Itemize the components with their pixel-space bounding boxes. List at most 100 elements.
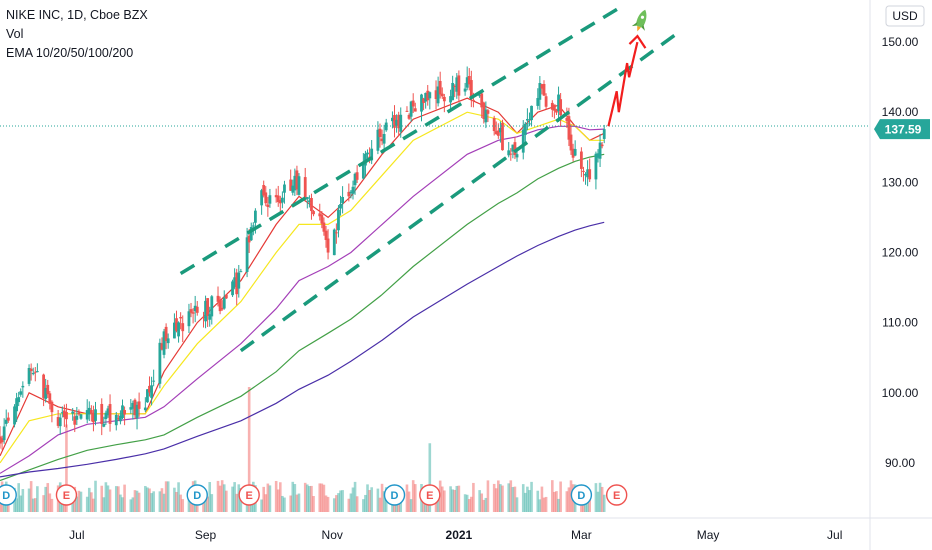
volume-bar — [378, 497, 382, 512]
candle-body — [92, 412, 95, 423]
currency-button[interactable] — [885, 5, 925, 27]
candle-body — [326, 238, 330, 253]
candle-body — [424, 92, 428, 102]
volume-bar — [85, 496, 89, 512]
volume-bar — [499, 484, 502, 512]
earnings-marker[interactable]: E — [238, 484, 260, 506]
volume-bar — [494, 488, 498, 512]
candle-body — [291, 185, 295, 193]
candle-body — [146, 389, 149, 403]
rocket-body — [636, 9, 647, 28]
projection-zigzag[interactable] — [607, 41, 639, 127]
volume-bar — [65, 424, 68, 512]
earnings-marker[interactable]: E — [605, 484, 628, 506]
candle-body — [276, 195, 280, 203]
candle-body — [552, 104, 556, 111]
volume-bar — [222, 484, 226, 512]
volume-indicator-label[interactable]: Vol — [6, 27, 24, 41]
candle-body — [550, 102, 554, 110]
dividend-marker[interactable]: D — [0, 484, 17, 506]
volume-bar — [119, 494, 122, 512]
candle-body — [187, 311, 191, 327]
candle-body — [393, 115, 396, 128]
volume-bar — [146, 487, 149, 512]
candle-body — [13, 406, 16, 425]
candle-body — [426, 90, 430, 101]
candle-body — [239, 271, 243, 273]
volume-bar — [413, 484, 417, 512]
candle-body — [382, 134, 386, 144]
volume-bar — [526, 486, 529, 512]
volume-bar — [511, 487, 515, 512]
event-circle — [186, 484, 208, 506]
volume-bar — [380, 483, 384, 512]
channel-line[interactable] — [179, 5, 622, 276]
candle-body — [235, 272, 239, 295]
volume-bar — [409, 499, 413, 512]
volume-bar — [150, 493, 153, 512]
candle-body — [337, 209, 340, 231]
volume-bar — [90, 492, 93, 512]
candle-body — [189, 309, 193, 313]
candle-body — [536, 98, 540, 106]
earnings-marker[interactable]: E — [55, 484, 78, 506]
price-tick-label: 120.00 — [882, 246, 919, 260]
candle-body — [65, 412, 68, 420]
candle-body — [588, 169, 592, 180]
candle-body — [210, 296, 214, 317]
volume-bar — [407, 491, 411, 512]
candle-body — [278, 199, 282, 204]
candle-body — [204, 300, 207, 322]
volume-bar — [465, 494, 469, 512]
candle-body — [472, 99, 475, 101]
candle-body — [449, 96, 452, 103]
candle-body — [318, 213, 322, 217]
candle-body — [231, 281, 234, 296]
volume-bar — [181, 499, 185, 512]
candle-body — [79, 414, 83, 419]
volume-bar — [602, 494, 606, 512]
candle-body — [114, 414, 118, 426]
symbol-title[interactable]: NIKE INC, 1D, Cboe BZX — [6, 8, 148, 22]
projection-arrowhead[interactable] — [628, 34, 647, 49]
event-circle — [419, 484, 441, 506]
volume-bar — [312, 496, 315, 512]
candle-body — [150, 385, 153, 398]
candle-body — [289, 179, 293, 191]
volume-bar — [179, 494, 182, 512]
projection-arrow[interactable] — [607, 7, 651, 127]
volume-bar — [544, 496, 548, 512]
dividend-marker[interactable]: D — [383, 484, 406, 506]
volume-bar — [100, 485, 104, 512]
channel-line[interactable] — [239, 33, 676, 353]
candle-body — [463, 88, 467, 92]
volume-bar — [482, 499, 486, 512]
volume-bar — [472, 482, 475, 512]
volume-bar — [104, 482, 108, 512]
candle-body — [525, 118, 529, 121]
candle-body — [19, 391, 23, 395]
volume-bar — [297, 493, 301, 512]
trend-channel[interactable] — [179, 5, 676, 353]
candle-body — [457, 75, 461, 96]
volume-bar — [133, 490, 137, 512]
candle-body — [119, 415, 122, 422]
price-tick-label: 110.00 — [882, 316, 918, 330]
price-axis[interactable]: 90.00 100.00 110.00 120.00 130.00 140.00 150.0… — [869, 0, 930, 550]
candle-body — [413, 108, 417, 112]
dividend-marker[interactable]: D — [186, 484, 208, 506]
volume-bar — [306, 484, 309, 512]
volume-bar — [484, 497, 488, 512]
ema-indicator-label[interactable]: EMA 10/20/50/100/200 — [6, 46, 134, 60]
time-axis[interactable]: Jul Sep Nov 2021 Mar May Jul — [0, 517, 932, 542]
volume-bar — [596, 491, 600, 512]
price-tick-label: 150.00 — [882, 35, 919, 49]
earnings-marker[interactable]: E — [419, 484, 441, 506]
ema-line-ema100 — [0, 153, 605, 482]
dividend-marker[interactable]: D — [570, 484, 593, 506]
volume-bar — [455, 485, 459, 512]
candle-body — [295, 170, 299, 190]
volume-bar — [231, 486, 234, 512]
